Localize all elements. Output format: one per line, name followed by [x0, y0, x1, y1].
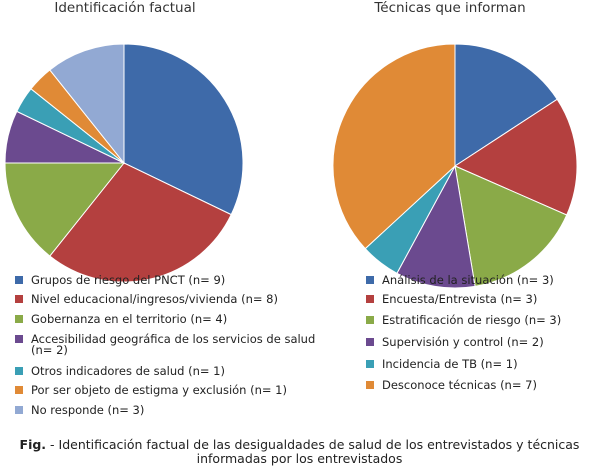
- pie-chart-left: [5, 44, 243, 282]
- legend-label: Por ser objeto de estigma y exclusión (n…: [31, 383, 287, 397]
- pie-slice-0-2: [5, 162, 126, 257]
- legend-item-0-1: Nivel educacional/ingresos/vivienda (n= …: [15, 292, 336, 306]
- legend-item-1-0: Análisis de la situación (n= 3): [366, 273, 599, 287]
- legend-label: Estratificación de riesgo (n= 3): [382, 313, 562, 327]
- legend-label: Grupos de riesgo del PNCT (n= 9): [31, 273, 226, 287]
- pie-slice-1-0: [454, 44, 558, 167]
- pie-slice-0-1: [49, 162, 232, 282]
- pie-slice-1-1: [453, 98, 577, 216]
- legend-item-1-5: Desconoce técnicas (n= 7): [366, 378, 599, 392]
- legend-right: Análisis de la situación (n= 3) Encuesta/…: [366, 273, 599, 405]
- legend-swatch: [366, 360, 374, 368]
- figure-caption: Fig. - Identificación factual de las des…: [0, 438, 599, 466]
- legend-label: Encuesta/Entrevista (n= 3): [382, 292, 538, 306]
- legend-label: No responde (n= 3): [31, 403, 145, 417]
- legend-swatch: [15, 367, 23, 375]
- chart-title-left: Identificación factual: [54, 0, 196, 16]
- legend-item-0-3: Accesibilidad geográfica de los servicio…: [15, 332, 336, 357]
- legend-label: Análisis de la situación (n= 3): [382, 273, 554, 287]
- legend-label: Accesibilidad geográfica de los servicio…: [31, 332, 316, 357]
- pie-slice-1-2: [454, 165, 568, 287]
- legend-swatch: [15, 335, 23, 343]
- legend-swatch: [15, 295, 23, 303]
- legend-swatch: [366, 295, 374, 303]
- legend-swatch: [366, 338, 374, 346]
- legend-item-0-6: No responde (n= 3): [15, 403, 336, 417]
- chart-title-right: Técnicas que informan: [374, 0, 526, 16]
- legend-swatch: [366, 381, 374, 389]
- legend-item-1-4: Incidencia de TB (n= 1): [366, 357, 599, 371]
- legend-label: Incidencia de TB (n= 1): [382, 357, 518, 371]
- legend-swatch: [366, 316, 374, 324]
- caption-text: - Identificación factual de las desigual…: [46, 437, 580, 466]
- legend-swatch: [15, 406, 23, 414]
- legend-label: Supervisión y control (n= 2): [382, 335, 544, 349]
- legend-label: Nivel educacional/ingresos/vivienda (n= …: [31, 292, 278, 306]
- legend-swatch: [15, 386, 23, 394]
- legend-item-1-2: Estratificación de riesgo (n= 3): [366, 313, 599, 327]
- legend-label: Gobernanza en el territorio (n= 4): [31, 312, 228, 326]
- legend-swatch: [15, 315, 23, 323]
- caption-prefix: Fig.: [19, 437, 47, 452]
- pie-chart-right: [333, 44, 577, 288]
- pie-slice-1-3: [396, 164, 476, 288]
- legend-item-0-5: Por ser objeto de estigma y exclusión (n…: [15, 383, 336, 397]
- legend-item-1-3: Supervisión y control (n= 2): [366, 335, 599, 349]
- legend-item-0-4: Otros indicadores de salud (n= 1): [15, 364, 336, 378]
- legend-swatch: [15, 276, 23, 284]
- legend-label: Otros indicadores de salud (n= 1): [31, 364, 225, 378]
- pie-slice-0-6: [49, 44, 125, 165]
- legend-left: Grupos de riesgo del PNCT (n= 9) Nivel ed…: [15, 273, 336, 425]
- legend-item-0-2: Gobernanza en el territorio (n= 4): [15, 312, 336, 326]
- pie-slice-0-0: [123, 44, 243, 216]
- legend-label: Desconoce técnicas (n= 7): [382, 378, 537, 392]
- pie-slice-1-5: [333, 44, 456, 250]
- legend-item-0-0: Grupos de riesgo del PNCT (n= 9): [15, 273, 336, 287]
- legend-item-1-1: Encuesta/Entrevista (n= 3): [366, 292, 599, 306]
- legend-swatch: [366, 276, 374, 284]
